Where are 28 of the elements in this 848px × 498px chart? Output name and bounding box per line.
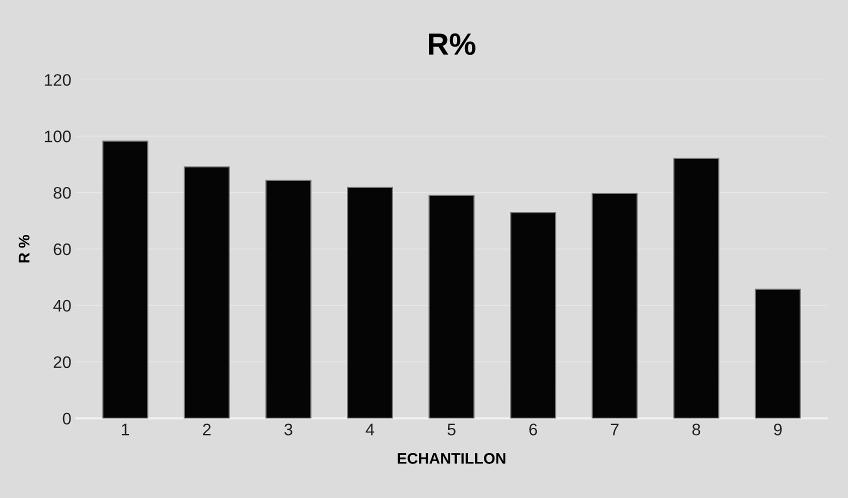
x-tick-label: 6 [529,424,538,436]
x-tick-label: 2 [203,424,211,436]
bar [673,158,720,418]
bar [265,180,312,418]
y-tick-label: 100 [44,130,71,142]
x-tick-label: 7 [610,424,619,436]
y-tick-label: 120 [44,74,71,86]
x-tick-label: 3 [284,424,292,436]
y-tick-label: 40 [53,300,71,312]
y-tick-label: 80 [54,186,71,199]
x-tick-label: 9 [774,424,782,436]
bar [347,186,393,418]
bar [184,166,230,418]
bar [754,288,801,418]
y-tick-label: 60 [54,243,71,256]
bar [592,192,638,418]
bar [428,194,475,418]
y-tick-label: 0 [62,412,71,425]
bar [102,140,148,418]
y-tick-label: 20 [54,356,71,368]
bar [510,212,556,418]
y-axis-title: R % [18,234,30,262]
x-axis-title: ECHANTILLON [398,453,506,464]
x-tick-label: 5 [448,424,456,436]
x-tick-label: 8 [692,424,700,436]
x-tick-label: 1 [122,424,130,436]
chart-title: R% [428,33,476,55]
x-tick-label: 4 [366,424,374,436]
